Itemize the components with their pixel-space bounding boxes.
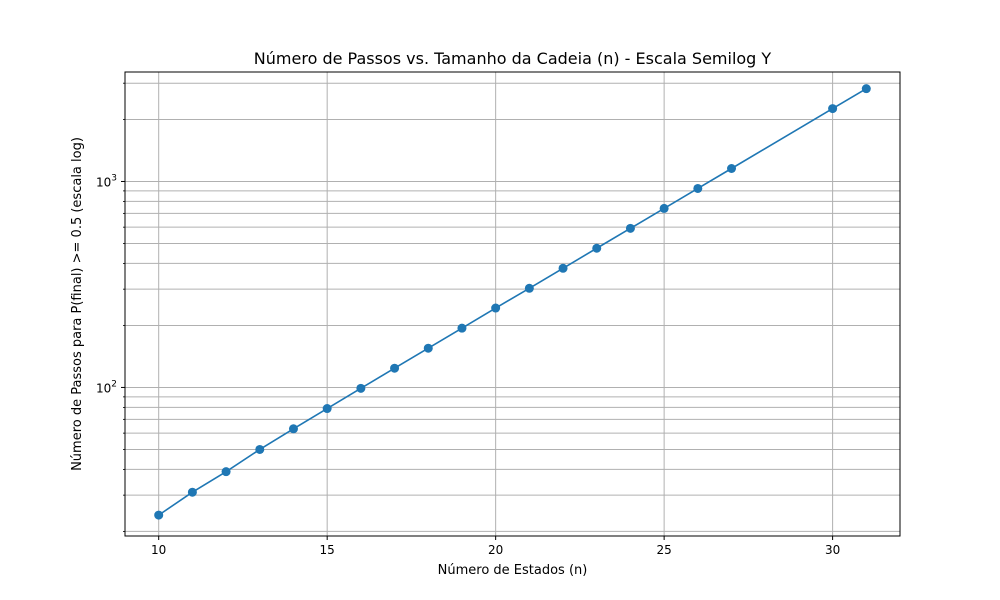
- data-point: [457, 323, 467, 333]
- data-point: [592, 243, 602, 253]
- data-point: [524, 283, 534, 293]
- x-tick-label: 15: [320, 543, 335, 557]
- data-point: [625, 223, 635, 233]
- series-layer: [154, 84, 871, 520]
- y-tick-label: 103: [96, 173, 117, 189]
- data-point: [659, 203, 669, 213]
- y-tick-label-base: 10: [96, 175, 111, 189]
- series-line: [158, 87, 867, 516]
- x-tick-label: 30: [825, 543, 840, 557]
- data-point: [861, 84, 871, 94]
- grid: [125, 72, 900, 536]
- data-point: [491, 303, 501, 313]
- data-point: [154, 510, 164, 520]
- data-point: [322, 404, 332, 414]
- data-point: [356, 383, 366, 393]
- data-point: [693, 183, 703, 193]
- data-point: [390, 363, 400, 373]
- y-tick-label-exponent: 3: [111, 173, 117, 183]
- x-axis-label: Número de Estados (n): [438, 563, 588, 578]
- data-point: [727, 164, 737, 174]
- x-tick-label: 25: [656, 543, 671, 557]
- y-tick-label-exponent: 2: [111, 379, 117, 389]
- plot-frame: [124, 71, 901, 537]
- y-tick-label: 102: [96, 379, 117, 395]
- y-tick-label-base: 10: [96, 381, 111, 395]
- data-point: [255, 444, 265, 454]
- data-point: [558, 263, 568, 273]
- data-point: [423, 343, 433, 353]
- data-point: [828, 104, 838, 114]
- data-point: [288, 424, 298, 434]
- x-tick-label: 10: [151, 543, 166, 557]
- chart-title: Número de Passos vs. Tamanho da Cadeia (…: [254, 49, 772, 68]
- y-axis-label: Número de Passos para P(final) >= 0.5 (e…: [70, 137, 85, 471]
- data-point: [187, 487, 197, 497]
- data-point: [221, 467, 231, 477]
- x-tick-label: 20: [488, 543, 503, 557]
